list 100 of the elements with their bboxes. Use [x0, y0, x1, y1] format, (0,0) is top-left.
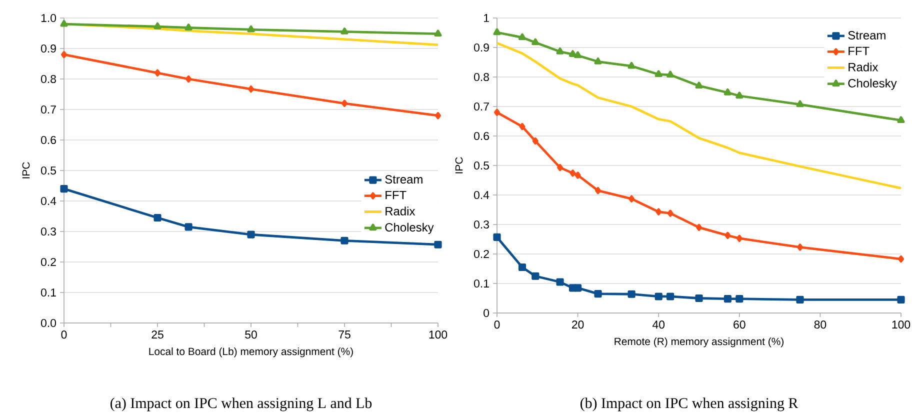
y-tick-label: 0.5: [41, 166, 56, 175]
point: [595, 186, 601, 194]
point: [61, 51, 67, 58]
point: [340, 28, 348, 34]
point: [247, 230, 255, 238]
point: [493, 233, 501, 241]
point: [518, 33, 526, 40]
point: [654, 70, 662, 78]
point: [340, 236, 348, 244]
point: [60, 185, 68, 193]
point: [736, 92, 744, 99]
x-tick-label: 80: [814, 320, 826, 329]
point: [435, 112, 441, 120]
point: [898, 255, 904, 263]
point: [695, 294, 703, 302]
y-tick-label: 0.7: [474, 102, 489, 111]
x-axis-title: Remote (R) memory assignment (%): [614, 337, 784, 348]
y-tick-label: 0.9: [474, 43, 489, 52]
y-tick-label: 0.2: [474, 250, 489, 258]
y-tick-label: 0.4: [474, 190, 490, 200]
point: [532, 272, 540, 280]
x-tick-label: 75: [338, 330, 350, 339]
point: [519, 122, 526, 130]
point: [796, 100, 804, 108]
point: [434, 30, 442, 37]
y-tick-label: 0.0: [41, 318, 56, 328]
legend-label: FFT: [386, 190, 406, 200]
y-tick-label: 1.0: [41, 14, 56, 22]
y-tick-label: 0.4: [41, 196, 56, 206]
legend-label: Cholesky: [848, 78, 897, 90]
x-tick-label: 0: [494, 320, 500, 329]
point: [154, 69, 160, 76]
point: [897, 296, 905, 304]
line-series: [496, 42, 902, 190]
point: [797, 244, 803, 251]
legend-label: FFT: [848, 46, 870, 56]
point: [695, 82, 703, 89]
legend-label: Cholesky: [385, 222, 434, 234]
point: [556, 47, 564, 54]
point: [666, 292, 674, 300]
point: [570, 170, 576, 177]
text: (a) Impact on IPC when assigning L and Lb: [110, 398, 372, 412]
x-tick-label: 100: [892, 320, 910, 329]
point: [656, 208, 662, 216]
x-tick-label: 50: [245, 330, 257, 339]
point: [60, 20, 68, 27]
point: [594, 57, 602, 64]
y-tick-label: 0.5: [474, 161, 490, 170]
point: [247, 25, 255, 32]
point: [666, 70, 674, 78]
y-tick-label: 0.3: [474, 220, 489, 229]
point: [574, 51, 582, 58]
point: [248, 85, 254, 93]
point: [184, 24, 192, 30]
point: [594, 290, 602, 298]
point: [518, 263, 526, 272]
point: [342, 100, 348, 107]
point: [724, 88, 732, 96]
x-axis-title: Local to Board (Lb) memory assignment (%): [149, 347, 353, 358]
point: [494, 108, 500, 116]
x-tick-label: 60: [734, 320, 746, 329]
point: [434, 240, 442, 248]
point: [184, 223, 192, 231]
point: [796, 296, 804, 304]
point: [574, 284, 582, 292]
point: [628, 290, 636, 298]
y-tick-label: 0.9: [41, 44, 56, 53]
point: [628, 62, 636, 69]
x-tick-label: 40: [652, 320, 665, 329]
legend-label: Radix: [386, 206, 416, 216]
point: [493, 28, 501, 36]
y-tick-label: 1: [484, 14, 489, 22]
y-tick-label: 0.8: [41, 74, 56, 84]
point: [667, 210, 674, 217]
point: [654, 292, 662, 300]
y-tick-label: 0.6: [474, 132, 489, 140]
point: [556, 278, 564, 286]
legend-label: Stream: [385, 175, 422, 184]
y-tick-label: 0.2: [41, 258, 56, 266]
point: [154, 214, 162, 222]
y-tick-label: 0.3: [41, 227, 56, 236]
y-tick-label: 0.8: [474, 72, 489, 82]
point: [574, 172, 581, 179]
point: [724, 295, 732, 303]
y-axis-title: IPC: [22, 162, 30, 178]
point: [532, 137, 538, 145]
point: [186, 75, 192, 83]
y-tick-label: 0: [484, 308, 490, 318]
point: [154, 22, 162, 30]
point: [897, 116, 905, 124]
legend-label: Stream: [848, 31, 886, 40]
y-tick-label: 0.6: [41, 136, 56, 144]
text: (b) Impact on IPC when assigning R: [580, 398, 798, 412]
point: [736, 234, 742, 242]
x-tick-label: 100: [429, 330, 448, 339]
y-tick-label: 0.7: [41, 105, 56, 114]
point: [736, 295, 744, 303]
x-tick-label: 25: [152, 330, 164, 339]
x-tick-label: 0: [61, 330, 67, 339]
point: [628, 195, 635, 202]
